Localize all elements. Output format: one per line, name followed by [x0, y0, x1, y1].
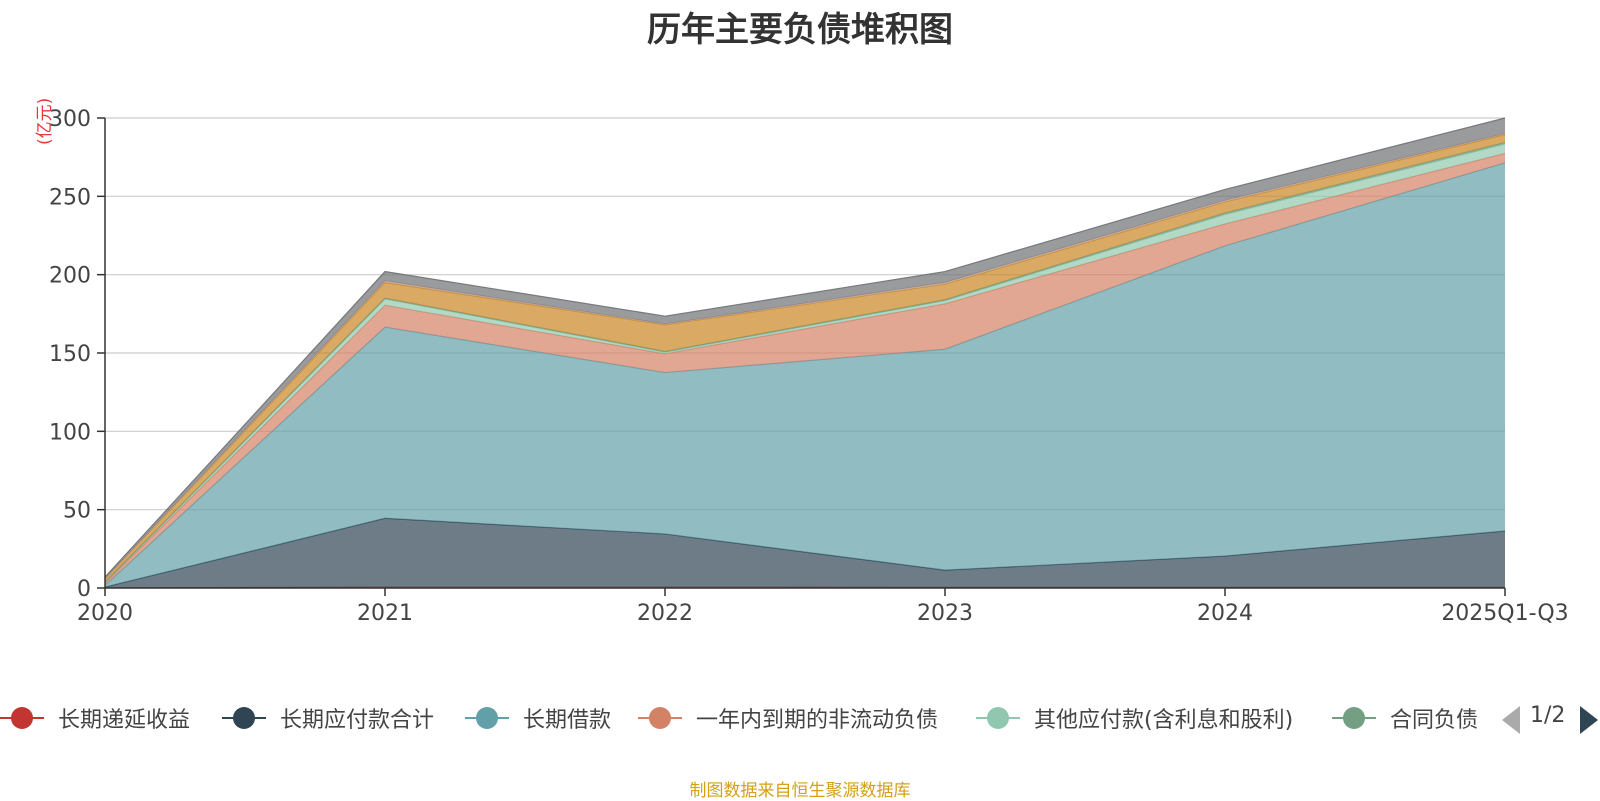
- legend: 长期递延收益 长期应付款合计 长期借款 一年内到期的非流动负债 其他应付款(含利息和股利…: [0, 700, 1600, 736]
- legend-label: 一年内到期的非流动负债: [696, 708, 939, 733]
- area-8: [105, 118, 1505, 579]
- legend-marker-icon: [638, 700, 682, 736]
- y-tick-label: 150: [49, 342, 91, 367]
- legend-item[interactable]: 长期应付款合计: [222, 700, 434, 736]
- series-line-8: [104, 117, 1506, 578]
- legend-item[interactable]: 合同负债: [1332, 700, 1478, 736]
- x-tick-label: 2021: [357, 601, 413, 626]
- x-tick-label: 2023: [917, 601, 973, 626]
- axes: 0 50 100 150 200 250 300 2020 2021 2022 2023 2024 20…: [49, 107, 1569, 626]
- area-1: [105, 518, 1505, 588]
- source-note: 制图数据来自恒生聚源数据库: [689, 781, 911, 801]
- y-tick-label: 0: [77, 577, 91, 602]
- series-line-3: [104, 152, 1506, 584]
- area-2: [105, 162, 1505, 588]
- x-tick-label: 2025Q1-Q3: [1441, 601, 1568, 626]
- legend-marker-icon: [976, 700, 1020, 736]
- legend-label: 长期递延收益: [58, 708, 191, 733]
- legend-item[interactable]: 长期递延收益: [0, 700, 190, 736]
- x-tick-label: 2022: [637, 601, 693, 626]
- y-tick-label: 250: [49, 185, 91, 210]
- area-3: [105, 153, 1505, 586]
- legend-marker-icon: [222, 700, 266, 736]
- y-tick-label: 100: [49, 420, 91, 445]
- y-tick-label: 300: [49, 107, 91, 132]
- chart-plot: 0 50 100 150 200 250 300 2020 2021 2022 2023 2024 20…: [49, 107, 1569, 626]
- stacked-areas: [104, 117, 1506, 589]
- legend-marker-icon: [0, 700, 44, 736]
- x-tick-label: 2024: [1197, 601, 1253, 626]
- y-tick-label: 50: [63, 499, 91, 524]
- legend-page-indicator: 1/2: [1530, 703, 1566, 728]
- legend-label: 合同负债: [1390, 708, 1479, 733]
- legend-next-page-icon[interactable]: [1580, 706, 1598, 734]
- legend-item[interactable]: 其他应付款(含利息和股利): [976, 700, 1293, 736]
- legend-marker-icon: [465, 700, 509, 736]
- legend-items: 长期递延收益 长期应付款合计 长期借款 一年内到期的非流动负债 其他应付款(含利息和股利…: [0, 700, 1480, 736]
- x-tick-label: 2020: [77, 601, 133, 626]
- chart-title: 历年主要负债堆积图: [647, 10, 953, 50]
- area-4: [105, 144, 1505, 584]
- legend-item[interactable]: 一年内到期的非流动负债: [638, 700, 938, 736]
- legend-label: 其他应付款(含利息和股利): [1034, 708, 1294, 733]
- legend-item[interactable]: 长期借款: [465, 700, 611, 736]
- legend-marker-icon: [1332, 700, 1376, 736]
- legend-prev-page-icon[interactable]: [1502, 706, 1520, 734]
- y-tick-label: 200: [49, 264, 91, 289]
- legend-label: 长期借款: [523, 708, 612, 733]
- legend-label: 长期应付款合计: [280, 708, 435, 733]
